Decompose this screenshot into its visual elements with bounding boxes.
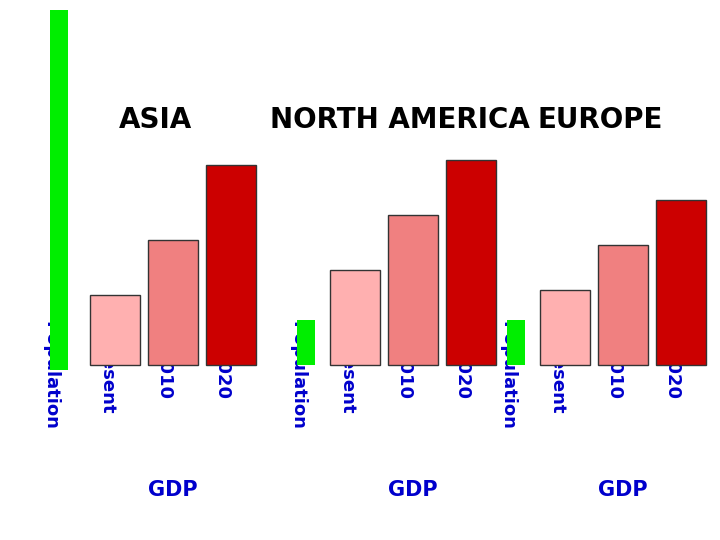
Bar xyxy=(148,240,198,365)
Bar xyxy=(297,320,315,365)
Text: 2020: 2020 xyxy=(663,350,681,400)
Text: ASIA: ASIA xyxy=(118,106,192,134)
Text: 2010: 2010 xyxy=(155,350,173,400)
Bar xyxy=(507,320,525,365)
Text: 2020: 2020 xyxy=(213,350,231,400)
Bar xyxy=(446,160,496,365)
Bar xyxy=(330,270,380,365)
Bar xyxy=(540,290,590,365)
Bar xyxy=(388,215,438,365)
Bar xyxy=(90,295,140,365)
Text: 2010: 2010 xyxy=(395,350,413,400)
Text: GDP: GDP xyxy=(148,480,198,500)
Bar xyxy=(206,165,256,365)
Text: 2020: 2020 xyxy=(453,350,471,400)
Text: Population: Population xyxy=(41,321,59,429)
Text: Present: Present xyxy=(97,336,115,414)
Text: GDP: GDP xyxy=(388,480,438,500)
Text: NORTH AMERICA: NORTH AMERICA xyxy=(270,106,530,134)
Text: GDP: GDP xyxy=(598,480,648,500)
Bar xyxy=(656,200,706,365)
Text: Present: Present xyxy=(337,336,355,414)
Text: EUROPE: EUROPE xyxy=(537,106,662,134)
Text: Population: Population xyxy=(288,321,306,429)
Bar xyxy=(598,245,648,365)
Bar xyxy=(50,10,68,370)
Text: Population: Population xyxy=(498,321,516,429)
Text: 2010: 2010 xyxy=(605,350,623,400)
Text: Present: Present xyxy=(547,336,565,414)
